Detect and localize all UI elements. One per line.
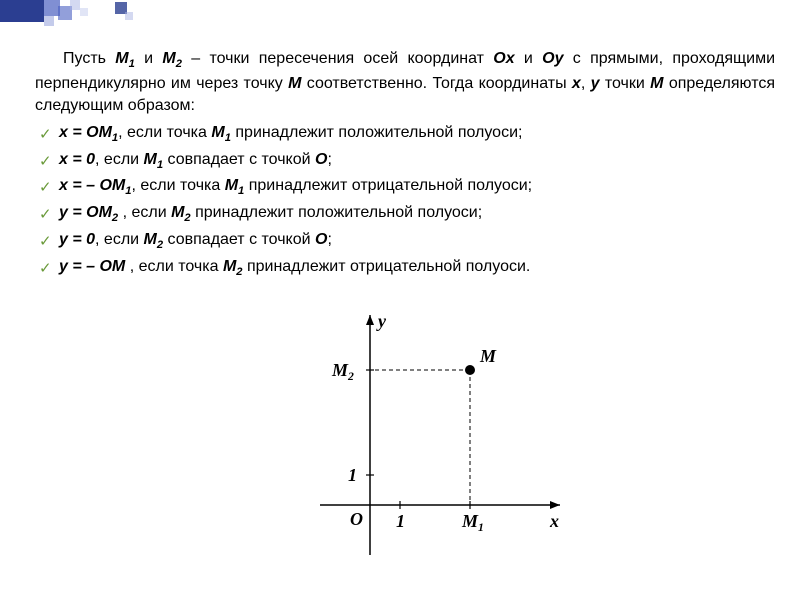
decor-square — [125, 12, 133, 20]
svg-text:M: M — [479, 346, 497, 366]
bullet-item: ✓x = 0, если M1 совпадает с точкой O; — [35, 149, 775, 174]
text: M — [288, 75, 301, 92]
decor-square — [70, 0, 80, 10]
bullet-item: ✓y = OM2 , если M2 принадлежит положител… — [35, 202, 775, 227]
text: x — [572, 75, 581, 92]
bullet-item: ✓y = 0, если M2 совпадает с точкой O; — [35, 229, 775, 254]
text: Ox — [493, 50, 514, 67]
bullet-item: ✓x = – OM1, если точка M1 принадлежит от… — [35, 175, 775, 200]
text: – точки пересечения осей координат — [182, 50, 493, 67]
svg-text:1: 1 — [396, 511, 405, 531]
check-icon: ✓ — [39, 124, 52, 145]
decor-square — [22, 0, 44, 22]
svg-text:O: O — [350, 509, 363, 529]
text: , — [581, 75, 591, 92]
text: и — [135, 50, 163, 67]
bullet-list: ✓x = OM1, если точка M1 принадлежит поло… — [35, 122, 775, 281]
text: Пусть — [63, 50, 115, 67]
slide-decor — [0, 0, 800, 40]
decor-square — [80, 8, 88, 16]
check-icon: ✓ — [39, 204, 52, 225]
bullet-item: ✓x = OM1, если точка M1 принадлежит поло… — [35, 122, 775, 147]
svg-text:M1: M1 — [461, 511, 484, 534]
text: и — [515, 50, 543, 67]
check-icon: ✓ — [39, 258, 52, 279]
svg-text:M2: M2 — [331, 360, 354, 383]
text: y — [591, 75, 600, 92]
svg-text:x: x — [549, 511, 559, 531]
svg-text:1: 1 — [348, 465, 357, 485]
coordinate-figure: y x O 1 1 M M1 M2 — [250, 305, 590, 585]
check-icon: ✓ — [39, 231, 52, 252]
paragraph: Пусть M1 и M2 – точки пересечения осей к… — [35, 48, 775, 118]
text: M — [650, 75, 663, 92]
bullet-item: ✓y = – OM , если точка M2 принадлежит от… — [35, 256, 775, 281]
text: соответственно. Тогда координаты — [301, 75, 571, 92]
text: M — [115, 50, 128, 67]
check-icon: ✓ — [39, 177, 52, 198]
svg-text:y: y — [376, 311, 387, 331]
decor-square — [44, 16, 54, 26]
decor-square — [0, 0, 22, 22]
text: точки — [600, 75, 651, 92]
check-icon: ✓ — [39, 151, 52, 172]
slide-content: Пусть M1 и M2 – точки пересечения осей к… — [35, 48, 775, 283]
text: Oy — [542, 50, 563, 67]
text: M — [162, 50, 175, 67]
